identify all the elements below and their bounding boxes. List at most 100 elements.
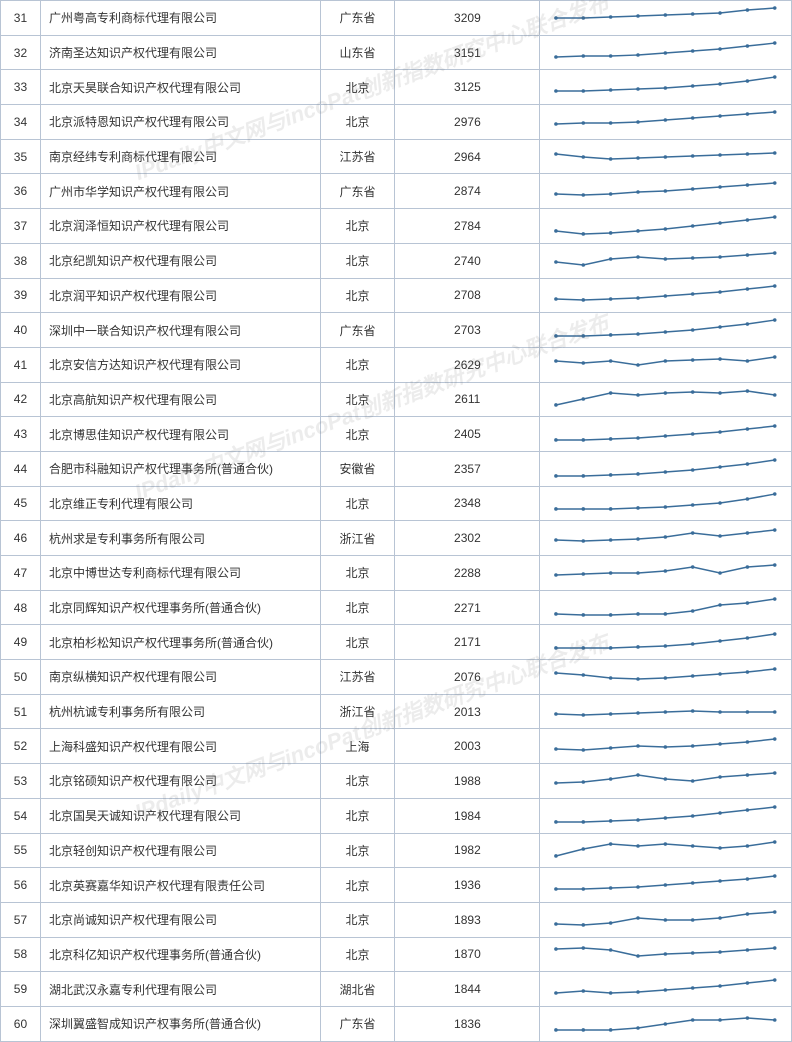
province-cell: 北京 [320, 937, 395, 972]
rank-cell: 46 [1, 521, 41, 556]
province-cell: 北京 [320, 70, 395, 105]
sparkline-chart [546, 802, 785, 830]
name-cell: 北京国昊天诚知识产权代理有限公司 [40, 798, 320, 833]
table-row: 36广州市华学知识产权代理有限公司广东省2874 [1, 174, 792, 209]
sparkline-cell [540, 347, 792, 382]
table-row: 39北京润平知识产权代理有限公司北京2708 [1, 278, 792, 313]
value-cell: 3125 [395, 70, 540, 105]
rank-cell: 34 [1, 105, 41, 140]
province-cell: 北京 [320, 382, 395, 417]
value-cell: 2348 [395, 486, 540, 521]
table-row: 55北京轻创知识产权代理有限公司北京1982 [1, 833, 792, 868]
rank-cell: 48 [1, 590, 41, 625]
table-row: 31广州粤高专利商标代理有限公司广东省3209 [1, 1, 792, 36]
sparkline-chart [546, 906, 785, 934]
province-cell: 江苏省 [320, 139, 395, 174]
name-cell: 广州市华学知识产权代理有限公司 [40, 174, 320, 209]
name-cell: 北京派特恩知识产权代理有限公司 [40, 105, 320, 140]
value-cell: 3209 [395, 1, 540, 36]
rank-cell: 35 [1, 139, 41, 174]
value-cell: 1836 [395, 1006, 540, 1041]
rank-cell: 50 [1, 660, 41, 695]
rank-cell: 59 [1, 972, 41, 1007]
name-cell: 深圳翼盛智成知识产权事务所(普通合伙) [40, 1006, 320, 1041]
rank-cell: 55 [1, 833, 41, 868]
value-cell: 1870 [395, 937, 540, 972]
value-cell: 2013 [395, 694, 540, 729]
province-cell: 广东省 [320, 1, 395, 36]
province-cell: 北京 [320, 417, 395, 452]
table-row: 40深圳中一联合知识产权代理有限公司广东省2703 [1, 313, 792, 348]
sparkline-cell [540, 902, 792, 937]
sparkline-chart [546, 594, 785, 622]
sparkline-chart [546, 767, 785, 795]
value-cell: 2171 [395, 625, 540, 660]
value-cell: 2740 [395, 243, 540, 278]
rank-cell: 45 [1, 486, 41, 521]
rank-cell: 39 [1, 278, 41, 313]
rank-cell: 56 [1, 868, 41, 903]
sparkline-cell [540, 70, 792, 105]
table-row: 50南京纵横知识产权代理有限公司江苏省2076 [1, 660, 792, 695]
name-cell: 北京安信方达知识产权代理有限公司 [40, 347, 320, 382]
sparkline-cell [540, 1, 792, 36]
name-cell: 北京纪凯知识产权代理有限公司 [40, 243, 320, 278]
sparkline-chart [546, 698, 785, 726]
sparkline-cell [540, 1006, 792, 1041]
rank-cell: 41 [1, 347, 41, 382]
sparkline-chart [546, 39, 785, 67]
value-cell: 2288 [395, 556, 540, 591]
sparkline-cell [540, 174, 792, 209]
rank-cell: 33 [1, 70, 41, 105]
sparkline-chart [546, 143, 785, 171]
province-cell: 广东省 [320, 1006, 395, 1041]
table-row: 48北京同辉知识产权代理事务所(普通合伙)北京2271 [1, 590, 792, 625]
name-cell: 南京经纬专利商标代理有限公司 [40, 139, 320, 174]
province-cell: 北京 [320, 590, 395, 625]
sparkline-cell [540, 764, 792, 799]
province-cell: 北京 [320, 209, 395, 244]
name-cell: 北京高航知识产权代理有限公司 [40, 382, 320, 417]
table-row: 54北京国昊天诚知识产权代理有限公司北京1984 [1, 798, 792, 833]
sparkline-chart [546, 524, 785, 552]
province-cell: 北京 [320, 486, 395, 521]
sparkline-chart [546, 1010, 785, 1038]
rank-cell: 40 [1, 313, 41, 348]
rank-cell: 43 [1, 417, 41, 452]
name-cell: 南京纵横知识产权代理有限公司 [40, 660, 320, 695]
name-cell: 深圳中一联合知识产权代理有限公司 [40, 313, 320, 348]
value-cell: 1893 [395, 902, 540, 937]
province-cell: 北京 [320, 625, 395, 660]
sparkline-chart [546, 73, 785, 101]
name-cell: 北京柏杉松知识产权代理事务所(普通合伙) [40, 625, 320, 660]
value-cell: 3151 [395, 35, 540, 70]
sparkline-cell [540, 243, 792, 278]
province-cell: 浙江省 [320, 521, 395, 556]
name-cell: 北京润泽恒知识产权代理有限公司 [40, 209, 320, 244]
province-cell: 北京 [320, 868, 395, 903]
value-cell: 2964 [395, 139, 540, 174]
name-cell: 北京铭硕知识产权代理有限公司 [40, 764, 320, 799]
sparkline-cell [540, 486, 792, 521]
ranking-table: 31广州粤高专利商标代理有限公司广东省320932济南圣达知识产权代理有限公司山… [0, 0, 792, 1042]
rank-cell: 49 [1, 625, 41, 660]
value-cell: 1982 [395, 833, 540, 868]
rank-cell: 53 [1, 764, 41, 799]
value-cell: 1988 [395, 764, 540, 799]
table-row: 44合肥市科融知识产权代理事务所(普通合伙)安徽省2357 [1, 451, 792, 486]
table-row: 52上海科盛知识产权代理有限公司上海2003 [1, 729, 792, 764]
sparkline-cell [540, 590, 792, 625]
name-cell: 北京维正专利代理有限公司 [40, 486, 320, 521]
table-row: 35南京经纬专利商标代理有限公司江苏省2964 [1, 139, 792, 174]
province-cell: 北京 [320, 243, 395, 278]
sparkline-chart [546, 732, 785, 760]
table-row: 60深圳翼盛智成知识产权事务所(普通合伙)广东省1836 [1, 1006, 792, 1041]
table-row: 34北京派特恩知识产权代理有限公司北京2976 [1, 105, 792, 140]
name-cell: 北京天昊联合知识产权代理有限公司 [40, 70, 320, 105]
table-row: 42北京高航知识产权代理有限公司北京2611 [1, 382, 792, 417]
value-cell: 2405 [395, 417, 540, 452]
name-cell: 北京中博世达专利商标代理有限公司 [40, 556, 320, 591]
rank-cell: 38 [1, 243, 41, 278]
sparkline-chart [546, 281, 785, 309]
table-row: 56北京英赛嘉华知识产权代理有限责任公司北京1936 [1, 868, 792, 903]
